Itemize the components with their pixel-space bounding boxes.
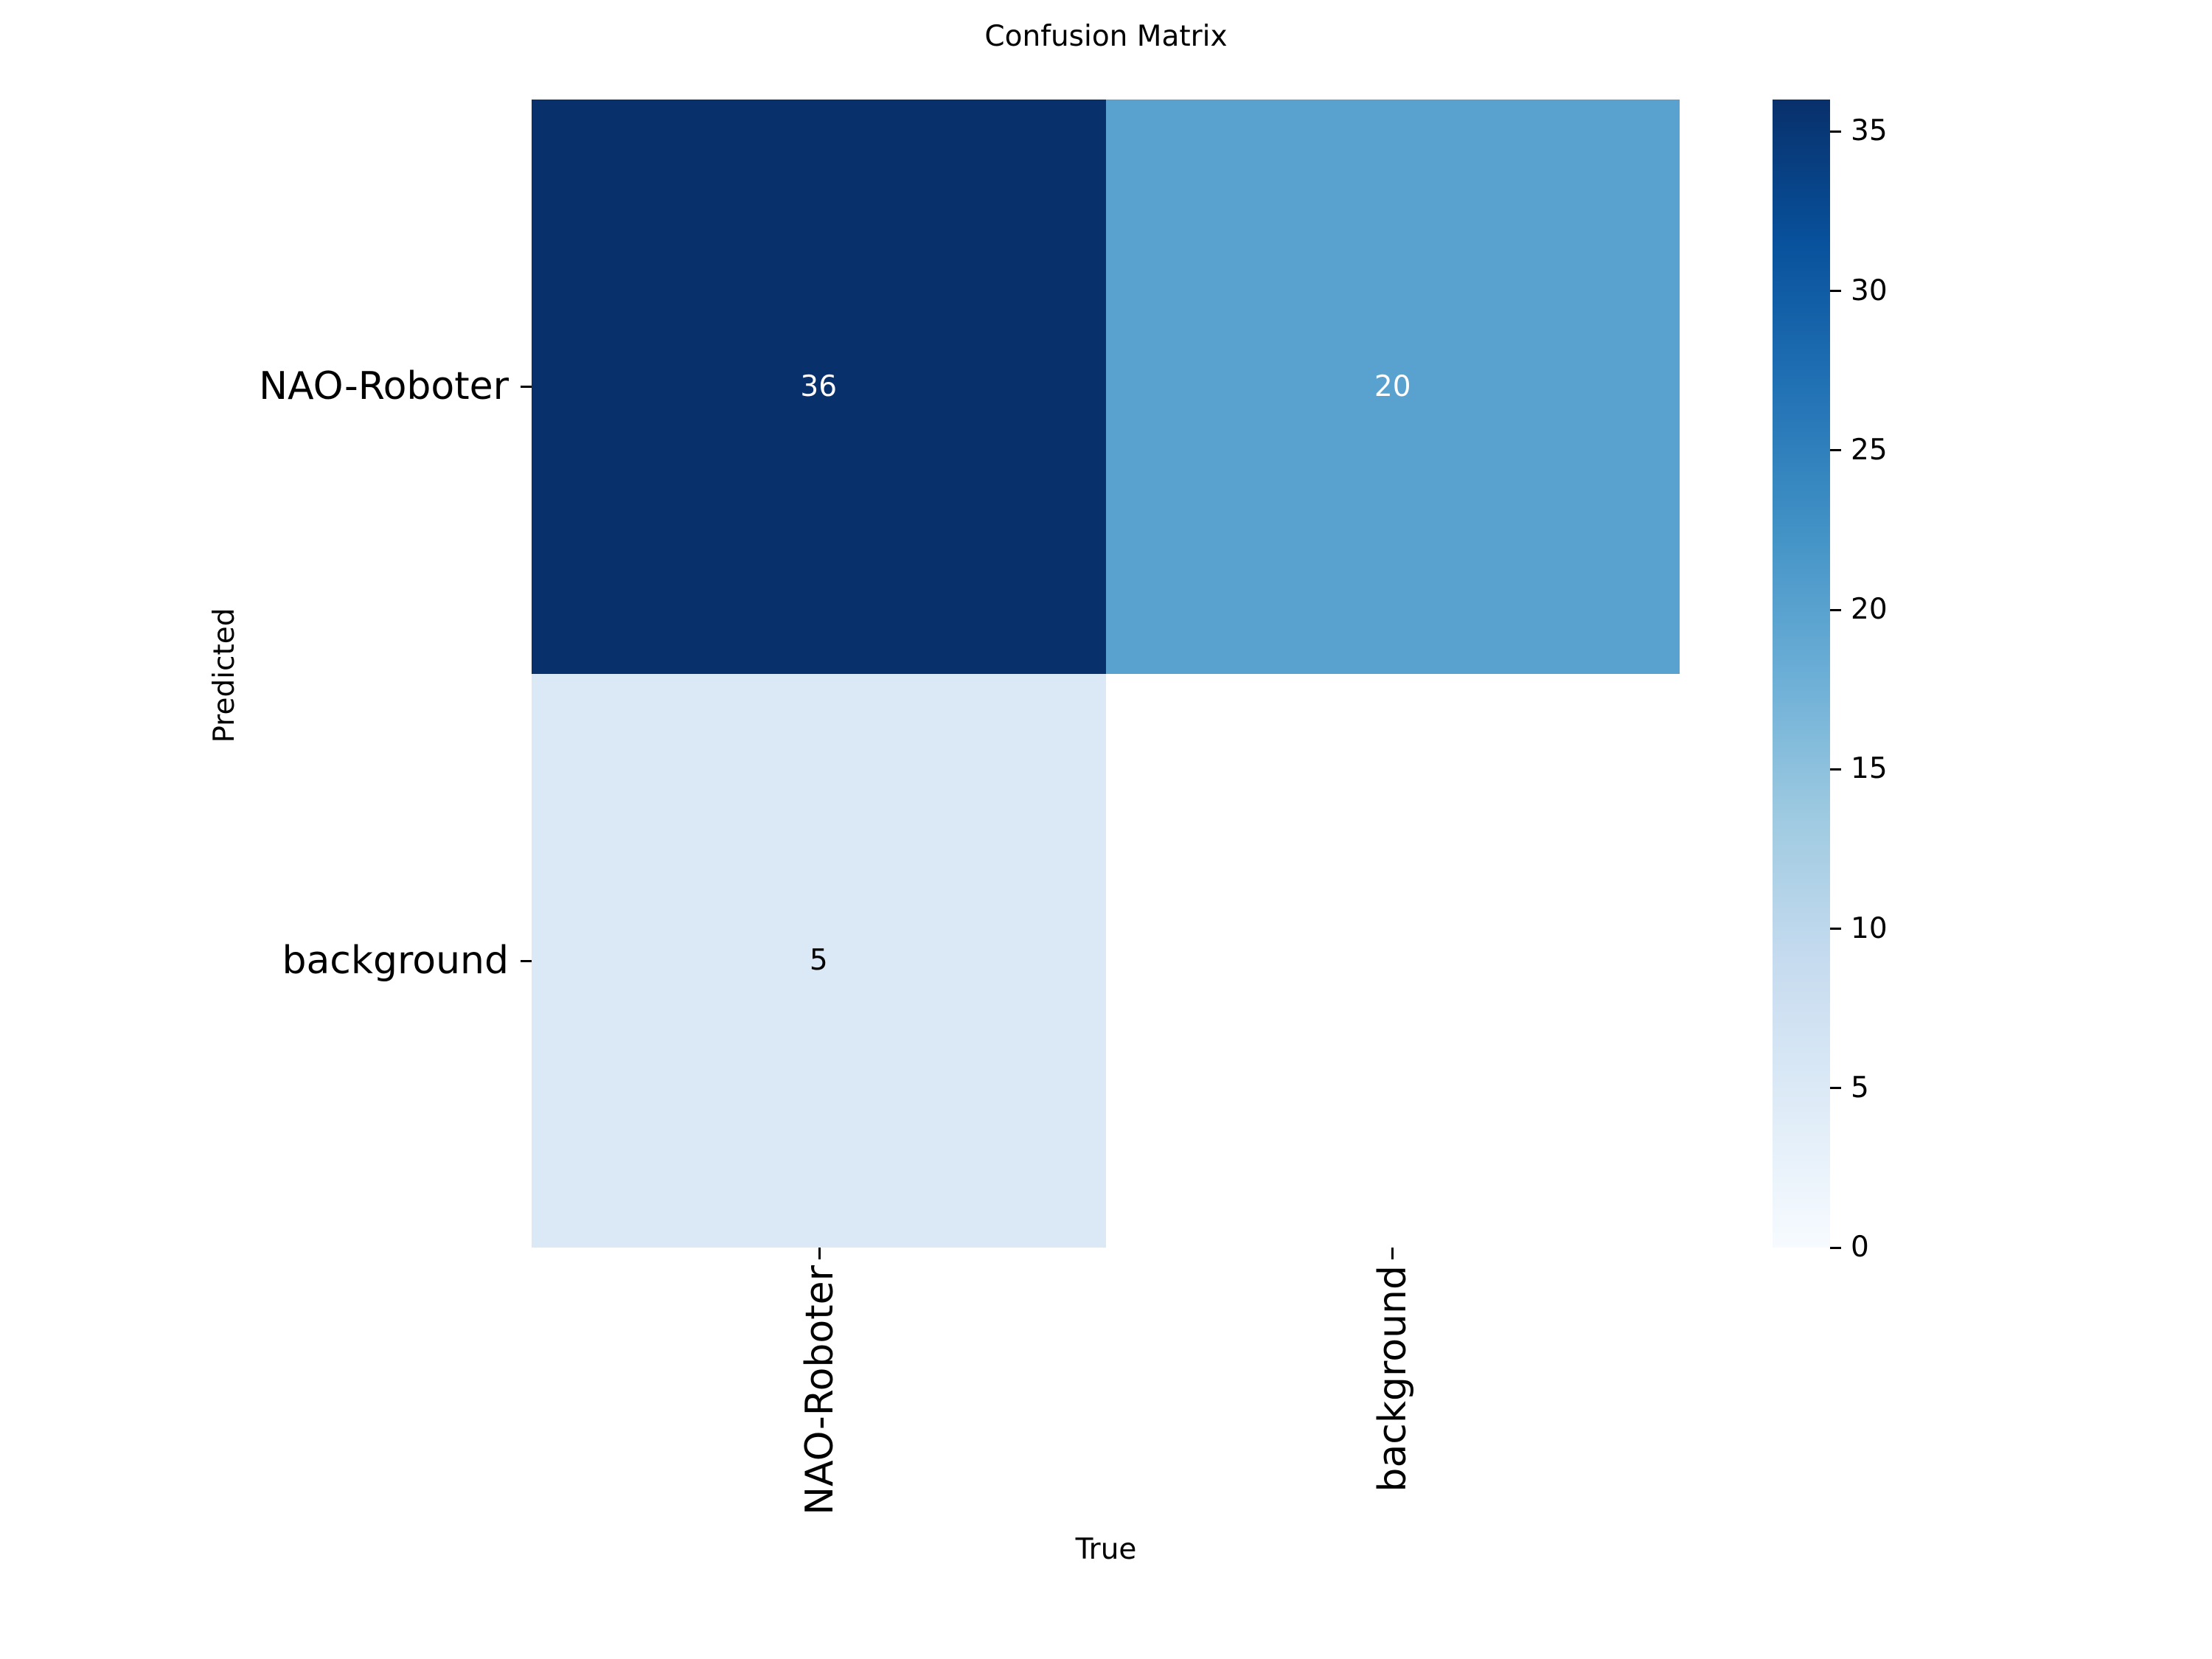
colorbar-tick-label: 30 <box>1851 274 1888 307</box>
colorbar-tick-mark <box>1830 1246 1841 1249</box>
heatmap-cell-r0c1: 20 <box>1105 100 1680 674</box>
colorbar-tick-label: 5 <box>1851 1071 1869 1105</box>
heatmap-cell-r1c0: 5 <box>532 673 1106 1248</box>
x-tick-mark <box>818 1248 821 1259</box>
colorbar-tick-label: 10 <box>1851 911 1888 945</box>
colorbar-tick-label: 15 <box>1851 752 1888 786</box>
colorbar-tick-label: 35 <box>1851 114 1888 148</box>
colorbar-tick-label: 20 <box>1851 593 1888 626</box>
x-axis-label: True <box>1075 1533 1137 1566</box>
y-axis-label: Predicted <box>208 608 241 743</box>
y-tick-mark <box>521 960 532 962</box>
cell-annotation: 20 <box>1374 369 1411 403</box>
colorbar-tick-mark <box>1830 608 1841 611</box>
y-tick-label-background: background <box>282 939 509 983</box>
colorbar-tick-mark <box>1830 1087 1841 1090</box>
colorbar-tick-mark <box>1830 449 1841 452</box>
colorbar-tick-label: 0 <box>1851 1231 1869 1264</box>
cell-annotation: 36 <box>800 369 838 403</box>
x-tick-mark <box>1391 1248 1394 1259</box>
colorbar-tick-mark <box>1830 290 1841 292</box>
heatmap-cell-r1c1 <box>1105 673 1680 1248</box>
heatmap-cell-r0c0: 36 <box>532 100 1106 674</box>
colorbar-tick-mark <box>1830 768 1841 771</box>
cell-annotation: 5 <box>809 944 828 978</box>
colorbar-gradient <box>1773 100 1830 1248</box>
colorbar-tick-mark <box>1830 130 1841 133</box>
y-tick-mark <box>521 386 532 388</box>
heatmap: 36 20 5 <box>532 100 1680 1248</box>
colorbar-tick-label: 25 <box>1851 433 1888 467</box>
colorbar-tick-mark <box>1830 928 1841 930</box>
y-tick-label-nao-roboter: NAO-Roboter <box>259 364 509 408</box>
chart-title: Confusion Matrix <box>984 20 1228 53</box>
